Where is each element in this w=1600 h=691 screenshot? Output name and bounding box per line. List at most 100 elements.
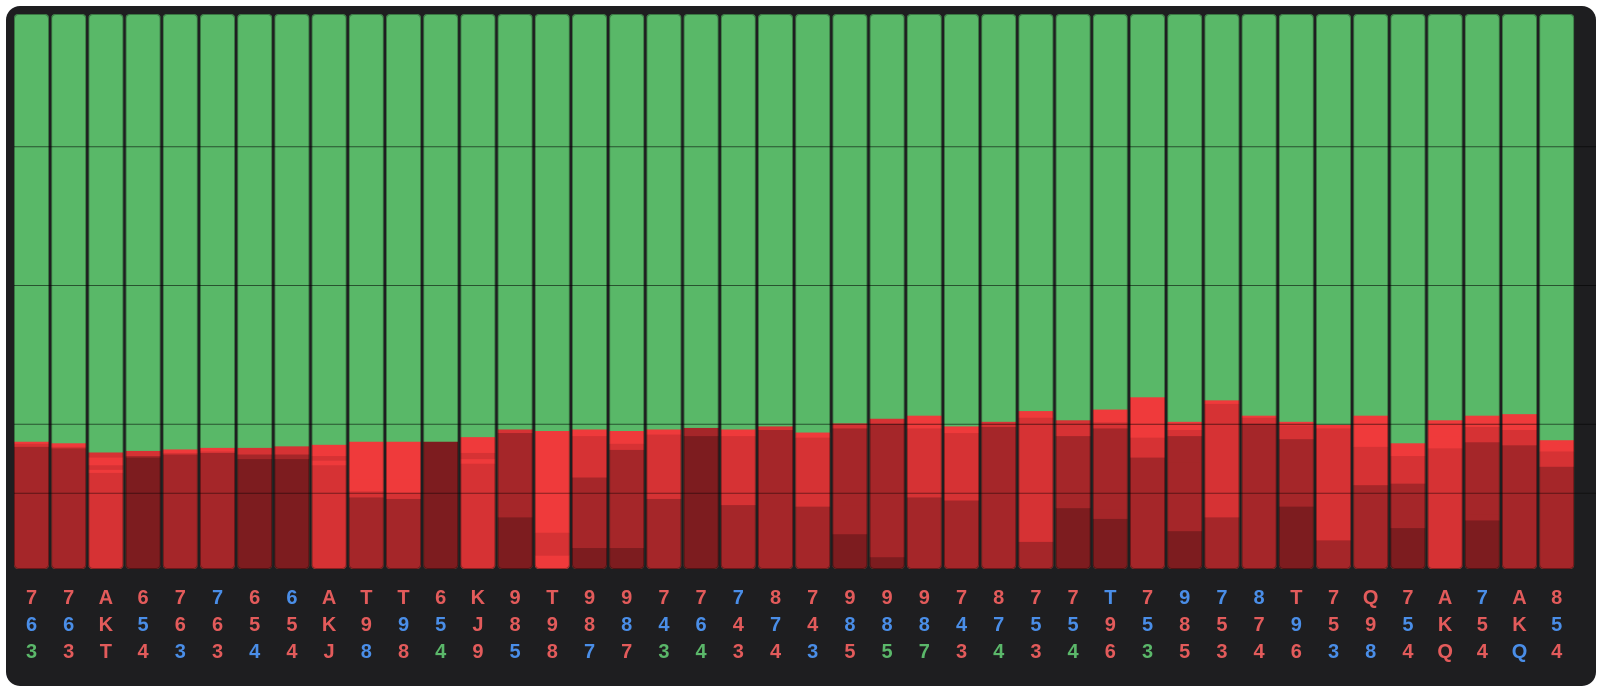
bar-segment-red	[311, 464, 347, 569]
bar-column	[981, 14, 1017, 569]
bar-segment-red	[572, 435, 607, 472]
bar-outline	[1167, 14, 1203, 569]
card-label: 7	[1477, 587, 1488, 609]
bar-outline	[609, 14, 645, 569]
bar-segment-red	[386, 498, 421, 569]
bar-segment-red	[944, 432, 979, 492]
card-label: 9	[882, 587, 893, 609]
bar-segment-red	[274, 446, 310, 455]
card-label: 5	[1477, 614, 1488, 636]
bar-segment-red	[460, 452, 496, 460]
card-label: 8	[919, 614, 930, 636]
bar-segment-red	[1502, 414, 1537, 430]
bar-segment-red	[1167, 421, 1203, 430]
card-label: 6	[286, 587, 297, 609]
card-label: T	[397, 587, 409, 609]
bar-outline	[1204, 14, 1240, 569]
bar-segment-red	[200, 450, 235, 453]
bar-segment-red	[88, 452, 124, 458]
bar-column	[646, 14, 682, 569]
card-label: 9	[1105, 614, 1116, 636]
card-label: 8	[844, 614, 855, 636]
bar-segment-red	[348, 496, 384, 569]
card-label: 3	[26, 641, 37, 663]
bar-segment-red	[795, 506, 831, 569]
card-label: 6	[175, 614, 186, 636]
card-label: K	[1438, 614, 1453, 636]
bar-outline	[646, 14, 682, 569]
bar-segment-red	[311, 455, 347, 461]
card-label: 7	[1402, 587, 1413, 609]
bar-column	[1539, 14, 1575, 569]
bar-column	[1464, 14, 1500, 569]
bar-outline	[162, 14, 198, 569]
bar-segment-red	[944, 500, 979, 569]
card-label: 7	[1068, 587, 1079, 609]
card-label: 9	[472, 641, 483, 663]
card-label: 3	[658, 641, 669, 663]
bar-segment-red	[1167, 435, 1203, 463]
bar-segment-red	[1464, 441, 1500, 515]
bar-segment-red	[534, 555, 570, 569]
bar-outline	[88, 14, 124, 569]
bar-column	[795, 14, 831, 569]
card-label: A	[99, 587, 113, 609]
bar-segment-red	[460, 458, 496, 464]
bar-column	[162, 14, 198, 569]
card-label: 8	[1551, 587, 1562, 609]
bar-segment-red	[88, 464, 124, 470]
card-label: 6	[138, 587, 149, 609]
card-label: 5	[510, 641, 521, 663]
card-label: 5	[286, 614, 297, 636]
bar-segment-red	[906, 427, 942, 489]
bar-column	[51, 14, 87, 569]
card-label: 9	[919, 587, 930, 609]
card-label: 7	[696, 587, 707, 609]
bar-outline	[1316, 14, 1351, 569]
bar-segment-red	[869, 418, 905, 424]
bar-segment-red	[497, 429, 533, 434]
bar-segment-red	[869, 556, 905, 569]
card-label: 5	[1030, 614, 1041, 636]
bar-segment-red	[683, 427, 719, 437]
card-label: 9	[1291, 614, 1302, 636]
card-label: 6	[212, 614, 223, 636]
bar-segment-red	[832, 504, 868, 535]
bar-segment-red	[1539, 466, 1575, 569]
bar-segment-red	[1390, 521, 1426, 529]
card-label: 8	[398, 641, 409, 663]
card-label: 5	[882, 641, 893, 663]
bar-segment-red	[88, 469, 124, 473]
bar-segment-red	[869, 423, 905, 558]
card-label: 8	[1179, 614, 1190, 636]
bar-outline	[423, 14, 459, 569]
card-label: 7	[1254, 614, 1265, 636]
bar-outline	[1241, 14, 1277, 569]
card-label: 3	[956, 641, 967, 663]
stacked-bar-chart: 763763AKT654763763654654AKJT98T98654KJ99…	[14, 14, 1596, 663]
bar-segment-red	[14, 446, 49, 569]
bar-segment-red	[1390, 455, 1426, 484]
card-label: 7	[1216, 587, 1227, 609]
card-label: 8	[510, 614, 521, 636]
bar-segment-red	[237, 454, 273, 460]
card-label: 4	[1402, 641, 1414, 663]
card-label: 8	[882, 614, 893, 636]
bar-outline	[758, 14, 793, 569]
bar-column	[14, 14, 49, 569]
bar-column	[88, 14, 124, 569]
card-label: 9	[547, 614, 558, 636]
bar-outline	[944, 14, 979, 569]
bar-segment-red	[1539, 440, 1575, 452]
bar-segment-red	[572, 429, 607, 437]
card-label: 6	[435, 587, 446, 609]
bar-segment-red	[1204, 403, 1240, 518]
card-label: 8	[1365, 641, 1376, 663]
card-label: 4	[249, 641, 261, 663]
card-label: 5	[138, 614, 149, 636]
bar-segment-red	[1427, 447, 1463, 569]
bar-segment-red	[1390, 483, 1426, 522]
bar-segment-red	[832, 423, 868, 429]
bar-segment-red	[1018, 541, 1054, 569]
bar-segment-red	[1167, 530, 1203, 569]
